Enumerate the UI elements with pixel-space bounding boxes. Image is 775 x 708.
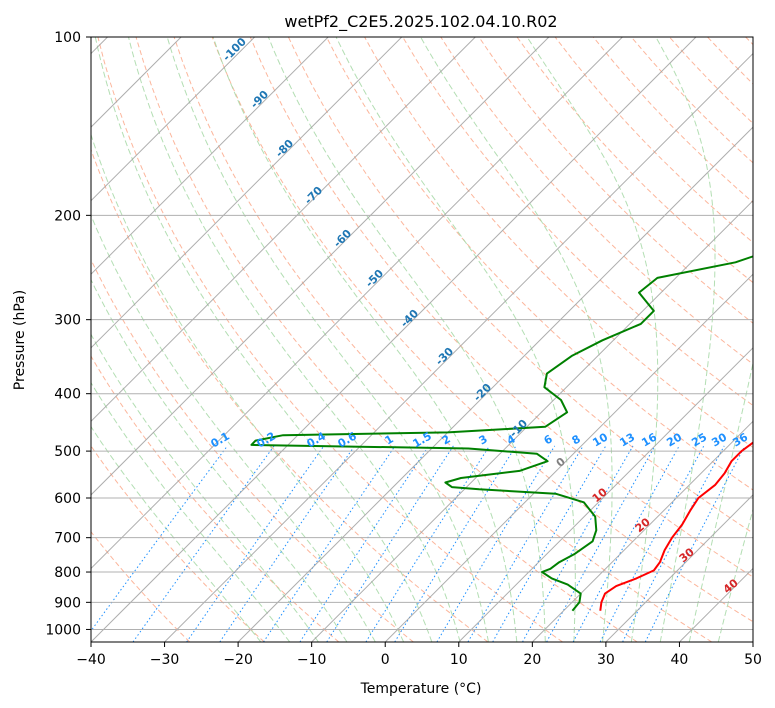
- mixing-ratio-line: [132, 445, 275, 642]
- isotherm: [91, 37, 697, 642]
- y-tick-label: 900: [54, 595, 81, 611]
- isotherm: [91, 37, 256, 202]
- sounding-profiles: [250, 255, 753, 612]
- mixing-ratio-line: [622, 445, 725, 642]
- isotherm: [458, 347, 753, 642]
- moist-adiabat: [655, 37, 716, 642]
- isotherm: [91, 37, 403, 349]
- moist-adiabat: [212, 37, 518, 642]
- isotherm: [91, 37, 550, 496]
- moist-adiabat: [91, 333, 319, 642]
- dry-adiabat: [478, 37, 753, 324]
- isotherm: [91, 37, 623, 570]
- y-tick-label: 1000: [45, 622, 81, 638]
- plot-frame: [90, 36, 754, 643]
- isotherm: [164, 52, 753, 642]
- y-tick-label: 800: [54, 565, 81, 581]
- dry-adiabat: [516, 37, 753, 284]
- moist-adiabat: [91, 425, 262, 642]
- isotherm: [91, 37, 476, 423]
- moist-adiabat: [91, 214, 376, 642]
- dry-adiabat: [91, 531, 191, 642]
- isotherm: [531, 420, 753, 642]
- moist-adiabat: [526, 37, 659, 642]
- dry-adiabat: [91, 148, 489, 642]
- x-tick-label: −20: [223, 652, 253, 668]
- mixing-ratio-line: [219, 445, 356, 642]
- y-tick-label: 200: [54, 208, 81, 224]
- dry-adiabat: [211, 37, 753, 623]
- mixing-ratio-line: [467, 445, 584, 642]
- moist-adiabat: [267, 37, 546, 642]
- x-tick-label: 30: [597, 652, 615, 668]
- x-tick-label: 10: [450, 652, 468, 668]
- y-tick-label: 100: [54, 30, 81, 46]
- moist-adiabat: [335, 37, 576, 642]
- moist-adiabat: [94, 37, 433, 642]
- dry-adiabat: [97, 37, 563, 642]
- mixing-ratio-line: [522, 445, 634, 642]
- mixing-ratio-line: [436, 445, 556, 642]
- y-tick-label: 600: [54, 491, 81, 507]
- isotherm: [237, 126, 753, 642]
- mixing-ratio-line: [644, 445, 746, 642]
- x-tick-label: 0: [381, 652, 390, 668]
- dry-adiabat: [249, 37, 753, 578]
- background-lines: [91, 37, 753, 642]
- dewpoint-profile: [250, 255, 753, 612]
- y-tick-label: 400: [54, 387, 81, 403]
- x-tick-label: 20: [523, 652, 541, 668]
- mixing-ratio-line: [263, 445, 396, 642]
- x-tick-label: 50: [744, 652, 762, 668]
- dry-adiabat: [326, 37, 753, 491]
- isotherm: [91, 37, 329, 275]
- moist-adiabat: [166, 37, 489, 642]
- isotherm: [605, 494, 753, 642]
- dry-adiabat: [402, 37, 753, 407]
- moist-adiabat: [91, 381, 291, 642]
- mixing-ratio-line: [546, 445, 656, 642]
- x-tick-label: 40: [671, 652, 689, 668]
- dry-adiabat: [91, 445, 265, 642]
- x-tick-label: −10: [297, 652, 327, 668]
- moist-adiabat: [420, 37, 613, 642]
- moist-adiabat: [91, 278, 348, 642]
- x-axis: −40 −30 −20 −10 0 10 20 30 40 50: [76, 642, 762, 668]
- isotherm: [384, 273, 753, 642]
- chart-title: wetPf2_C2E5.2025.102.04.10.R02: [284, 12, 557, 32]
- temperature-profile: [599, 441, 753, 611]
- moist-adiabat: [91, 133, 405, 642]
- isotherm: [311, 199, 753, 642]
- y-tick-label: 300: [54, 313, 81, 329]
- dry-adiabat: [91, 355, 340, 642]
- y-axis-title: Pressure (hPa): [12, 290, 28, 390]
- mixing-ratio-line: [326, 445, 454, 642]
- x-axis-title: Temperature (°C): [360, 681, 482, 697]
- y-tick-label: 700: [54, 531, 81, 547]
- y-tick-label: 500: [54, 444, 81, 460]
- x-tick-label: −30: [150, 652, 180, 668]
- mixing-ratio-line: [299, 445, 430, 642]
- mixing-ratio-line: [365, 445, 490, 642]
- x-tick-label: −40: [76, 652, 106, 668]
- moist-adiabat: [128, 37, 461, 642]
- mixing-ratio-line: [186, 445, 325, 642]
- y-axis: 100 200 300 400 500 600 700 800 900 1000: [45, 30, 91, 638]
- dry-adiabat: [135, 37, 638, 642]
